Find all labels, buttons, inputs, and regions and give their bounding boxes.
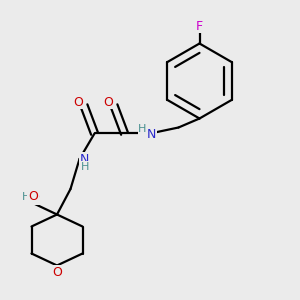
Text: O: O: [104, 95, 113, 109]
Text: H: H: [138, 124, 147, 134]
Text: O: O: [29, 191, 39, 204]
Text: H: H: [22, 192, 30, 202]
Text: O: O: [52, 266, 62, 279]
Text: H: H: [81, 161, 89, 172]
Text: N: N: [80, 153, 90, 166]
Text: N: N: [147, 128, 156, 142]
Text: O: O: [28, 190, 38, 203]
Text: F: F: [196, 20, 203, 33]
Text: O: O: [74, 95, 83, 109]
Text: H: H: [21, 192, 30, 203]
